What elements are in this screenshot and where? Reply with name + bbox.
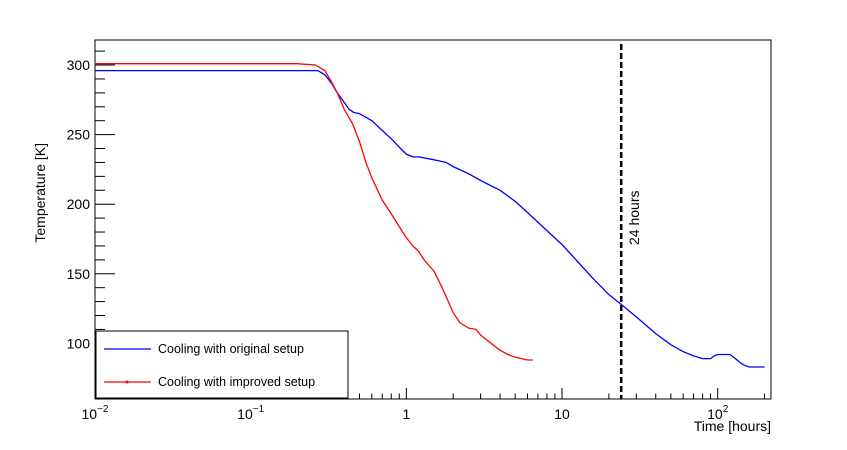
y-tick-label: 200 [67, 196, 91, 212]
annotation-24h-label: 24 hours [626, 191, 642, 245]
series-improved-line [95, 63, 533, 361]
x-tick-label: 1 [402, 406, 410, 422]
legend-box [95, 330, 349, 399]
legend-label-original: Cooling with original setup [158, 342, 304, 356]
x-tick-label: 10 [554, 406, 570, 422]
x-axis-title: Time [hours] [694, 418, 771, 434]
y-tick-label: 150 [67, 266, 91, 282]
y-tick-label: 100 [67, 335, 91, 351]
series-layer [95, 63, 765, 368]
x-tick-label: 10−2 [82, 404, 109, 422]
x-tick-label: 102 [707, 404, 729, 422]
x-tick-label: 10−1 [237, 404, 264, 422]
plot-frame [94, 39, 772, 400]
y-tick-label: 300 [67, 57, 91, 73]
y-tick-label: 250 [67, 127, 91, 143]
legend-marker-improved [125, 380, 129, 384]
y-axis-title: Temperature [K] [32, 143, 48, 243]
legend-label-improved: Cooling with improved setup [158, 375, 315, 389]
legend: Cooling with original setup Cooling with… [95, 330, 349, 399]
annotation-layer: 24 hours [619, 44, 642, 399]
series-original-line [95, 69, 765, 368]
